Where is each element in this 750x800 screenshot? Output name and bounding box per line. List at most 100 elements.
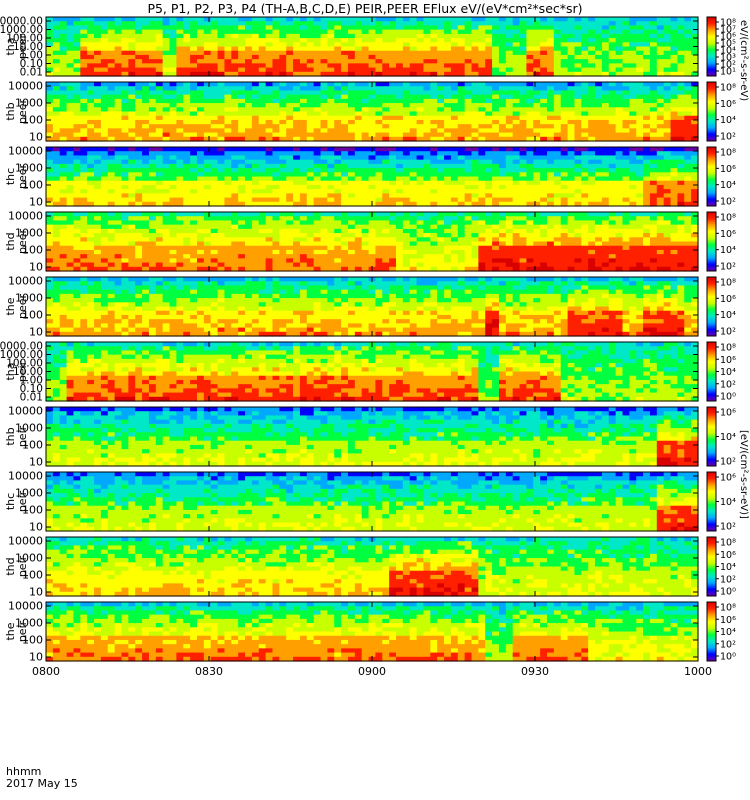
heatmap-cell <box>409 107 418 113</box>
heatmap-cell <box>59 59 68 64</box>
heatmap-cell <box>272 67 280 73</box>
heatmap-cell <box>265 249 274 255</box>
heatmap-cell <box>375 212 383 217</box>
heatmap-cell <box>533 103 541 108</box>
heatmap-cell <box>423 172 431 178</box>
heatmap-cell <box>622 59 630 64</box>
heatmap-cell <box>457 17 466 22</box>
heatmap-cell <box>430 103 438 108</box>
heatmap-cell <box>478 159 486 165</box>
heatmap-cell <box>457 71 466 77</box>
heatmap-cell <box>430 136 438 142</box>
heatmap-cell <box>73 33 81 39</box>
heatmap-cell <box>80 136 88 142</box>
heatmap-cell <box>306 71 315 77</box>
heatmap-cell <box>656 189 665 194</box>
heatmap-cell <box>217 128 226 134</box>
heatmap-cell <box>402 25 411 31</box>
heatmap-cell <box>320 249 328 255</box>
heatmap-cell <box>107 254 116 259</box>
heatmap-cell <box>471 33 479 39</box>
heatmap-cell <box>629 128 637 134</box>
heatmap-cell <box>334 220 342 226</box>
heatmap-cell <box>375 21 383 27</box>
heatmap-cell <box>334 216 342 222</box>
heatmap-cell <box>670 50 679 56</box>
heatmap-cell <box>196 266 205 272</box>
heatmap-cell <box>121 212 129 217</box>
heatmap-cell <box>176 54 184 60</box>
heatmap-cell <box>128 63 136 69</box>
heatmap-cell <box>183 17 191 22</box>
heatmap-cell <box>73 128 81 134</box>
heatmap-cell <box>217 228 226 234</box>
heatmap-cell <box>293 184 301 190</box>
heatmap-cell <box>190 151 198 157</box>
heatmap-cell <box>162 67 171 73</box>
heatmap-cell <box>299 59 308 64</box>
heatmap-cell <box>279 107 287 113</box>
heatmap-cell <box>155 98 164 104</box>
heatmap-cell <box>396 33 404 39</box>
heatmap-cell <box>272 220 280 226</box>
heatmap-cell <box>162 193 171 199</box>
heatmap-cell <box>581 180 589 186</box>
heatmap-cell <box>114 224 123 230</box>
heatmap-cell <box>574 90 582 96</box>
heatmap-cell <box>389 254 397 259</box>
heatmap-cell <box>155 159 164 165</box>
heatmap-cell <box>155 147 164 152</box>
heatmap-cell <box>210 90 219 96</box>
heatmap-cell <box>588 54 596 60</box>
heatmap-cell <box>375 98 383 104</box>
heatmap-cell <box>423 25 431 31</box>
heatmap-cell <box>107 168 116 173</box>
heatmap-cell <box>615 111 624 117</box>
heatmap-cell <box>80 254 88 259</box>
heatmap-cell <box>169 94 177 100</box>
heatmap-cell <box>485 184 493 190</box>
heatmap-cell <box>73 21 81 27</box>
heatmap-cell <box>155 258 164 264</box>
heatmap-cell <box>142 216 150 222</box>
heatmap-cell <box>87 29 95 35</box>
heatmap-cell <box>114 132 123 138</box>
heatmap-cell <box>492 168 500 173</box>
heatmap-cell <box>135 159 143 165</box>
heatmap-cell <box>368 111 377 117</box>
heatmap-cell <box>533 71 541 77</box>
heatmap-cell <box>286 159 294 165</box>
heatmap-cell <box>190 17 198 22</box>
heatmap-cell <box>299 147 308 152</box>
heatmap-cell <box>334 262 342 268</box>
heatmap-cell <box>354 136 363 142</box>
heatmap-cell <box>87 82 95 87</box>
heatmap-cell <box>52 29 61 35</box>
heatmap-cell <box>238 216 246 222</box>
heatmap-cell <box>471 151 479 157</box>
heatmap-cell <box>629 103 637 108</box>
heatmap-cell <box>478 151 486 157</box>
heatmap-cell <box>450 168 459 173</box>
heatmap-cell <box>567 82 576 87</box>
heatmap-cell <box>46 172 54 178</box>
heatmap-cell <box>251 17 260 22</box>
heatmap-cell <box>560 193 569 199</box>
heatmap-cell <box>327 180 335 186</box>
heatmap-cell <box>183 266 191 272</box>
heatmap-cell <box>327 147 335 152</box>
heatmap-cell <box>320 184 328 190</box>
heatmap-cell <box>567 17 576 22</box>
heatmap-cell <box>293 128 301 134</box>
heatmap-cell <box>368 59 377 64</box>
heatmap-cell <box>320 98 328 104</box>
heatmap-cell <box>629 82 637 87</box>
heatmap-cell <box>155 266 164 272</box>
heatmap-cell <box>224 233 232 238</box>
heatmap-cell <box>684 82 692 87</box>
heatmap-cell <box>361 50 370 56</box>
heatmap-cell <box>155 163 164 169</box>
heatmap-cell <box>471 254 479 259</box>
heatmap-cell <box>615 33 624 39</box>
heatmap-cell <box>231 212 239 217</box>
